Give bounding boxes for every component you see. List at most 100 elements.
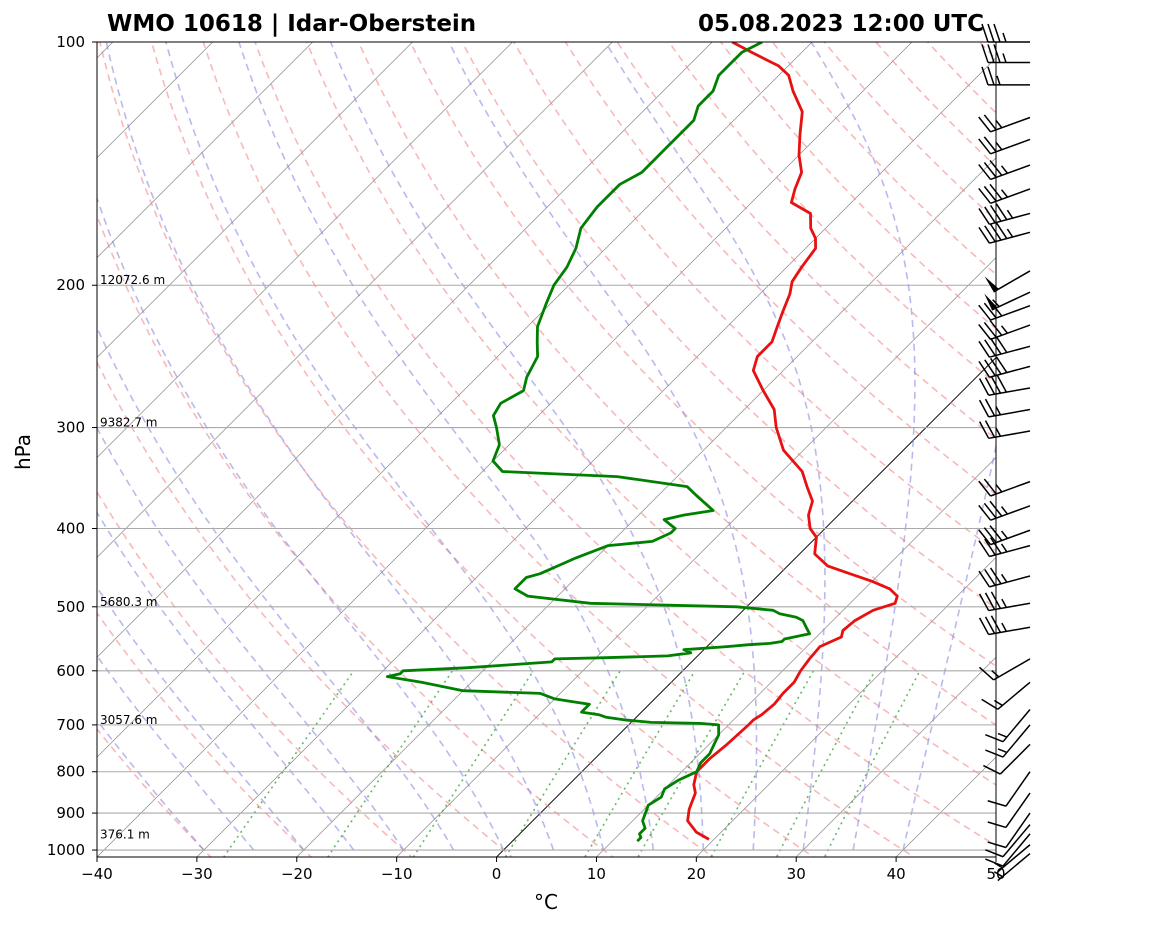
x-tick-label: 20 (687, 865, 706, 883)
mixing-ratio-line (637, 670, 746, 857)
dry-adiabat (357, 42, 996, 726)
wind-barb (978, 658, 1031, 681)
isotherm-line (97, 42, 513, 458)
isotherm-line (97, 42, 313, 259)
isotherm-line (995, 856, 996, 857)
dry-adiabat (978, 42, 996, 61)
dry-adiabat (616, 42, 996, 440)
y-tick-label: 100 (56, 33, 85, 51)
wind-barb (978, 525, 1031, 546)
dry-adiabat (564, 42, 996, 496)
mixing-ratio-line (504, 670, 621, 857)
wind-barb (978, 319, 1031, 341)
moist-adiabat (97, 718, 205, 851)
dry-adiabat (875, 42, 996, 168)
mixing-ratio-line (326, 670, 454, 857)
plot-frame (96, 41, 997, 858)
dry-adiabat (150, 42, 815, 857)
wind-barb (978, 203, 1031, 226)
dry-adiabat (668, 42, 996, 385)
wind-barb (978, 537, 1031, 558)
wind-barb (978, 478, 1031, 497)
moist-adiabat (97, 426, 405, 851)
isotherm-line (596, 456, 996, 857)
wind-barb (982, 743, 1031, 775)
wind-barb (978, 222, 1031, 244)
series-layer (385, 42, 899, 843)
wind-barb (978, 136, 1031, 155)
y-tick-label: 400 (56, 519, 85, 537)
mixing-ratio-line (710, 670, 815, 857)
moist-adiabat (97, 325, 455, 851)
wind-barb (978, 398, 1031, 418)
dry-adiabat (97, 360, 514, 857)
dry-adiabat (771, 42, 996, 276)
wind-barb (985, 709, 1031, 743)
y-tick-label: 700 (56, 716, 85, 734)
isotherm-line (795, 656, 996, 857)
wind-barb (981, 66, 1030, 86)
wind-barb (993, 844, 1031, 873)
wind-barb (985, 833, 1031, 867)
x-tick-label: 10 (587, 865, 606, 883)
dry-adiabat (720, 42, 996, 330)
wind-barb (981, 23, 1030, 43)
x-tick-label: 0 (492, 865, 502, 883)
moist-adiabat (810, 42, 916, 851)
height-labels: 12072.6 m 9382.7 m 5680.3 m 3057.6 m 376.1 m (100, 273, 165, 841)
plot-area (97, 42, 1160, 867)
dry-adiabat (97, 490, 413, 857)
moist-adiabat (165, 42, 605, 851)
mixing-ratio-line (775, 670, 876, 857)
height-label: 9382.7 m (100, 416, 158, 430)
wind-barb (978, 567, 1031, 588)
isotherm-line (696, 556, 996, 857)
isotherm-line (97, 42, 813, 758)
moist-adiabat (105, 42, 555, 851)
wind-barb (984, 270, 1031, 293)
wind-barb (978, 114, 1031, 133)
wind-barb (978, 356, 1031, 378)
x-tick-label: −30 (181, 865, 213, 883)
dry-adiabat (823, 42, 996, 222)
wind-barb (978, 183, 1031, 205)
wind-barb (987, 812, 1031, 849)
dry-adiabat (97, 213, 614, 857)
dry-adiabat (202, 42, 916, 857)
wind-barb (978, 159, 1031, 181)
x-tick-label: 30 (787, 865, 806, 883)
dry-adiabat (409, 42, 996, 668)
chart-title-datetime: 05.08.2023 12:00 UTC (698, 11, 984, 37)
moist-adiabat (97, 511, 355, 851)
wind-barb (985, 824, 1031, 858)
wind-barb (981, 681, 1031, 710)
wind-barb (987, 792, 1031, 829)
y-tick-label: 200 (56, 276, 85, 294)
y-tick-label: 1000 (47, 841, 85, 859)
temperature-profile (686, 42, 899, 841)
moist-adiabat (97, 586, 305, 851)
mixing-ratio-line (584, 670, 696, 857)
moist-adiabat (97, 196, 505, 851)
y-tick-label: 800 (56, 763, 85, 781)
y-tick-label: 500 (56, 598, 85, 616)
height-label: 12072.6 m (100, 273, 165, 287)
wind-barbs (978, 23, 1031, 882)
dry-adiabat (1031, 42, 1160, 867)
x-tick-label: −20 (281, 865, 313, 883)
dry-adiabat (254, 42, 996, 847)
wind-barb (978, 375, 1031, 396)
wind-barb (981, 44, 1030, 64)
mixing-ratio-line (412, 670, 535, 857)
height-label: 3057.6 m (100, 713, 158, 727)
wind-barb (984, 291, 1031, 311)
wind-barb (978, 420, 1031, 440)
chart-title-station: WMO 10618 | Idar-Oberstein (107, 11, 476, 37)
isotherm-line (97, 42, 613, 558)
y-axis-label: hPa (11, 434, 35, 470)
dry-adiabat (513, 42, 996, 552)
y-tick-label: 600 (56, 662, 85, 680)
isotherm-line (396, 257, 996, 857)
y-tick-label: 300 (56, 419, 85, 437)
